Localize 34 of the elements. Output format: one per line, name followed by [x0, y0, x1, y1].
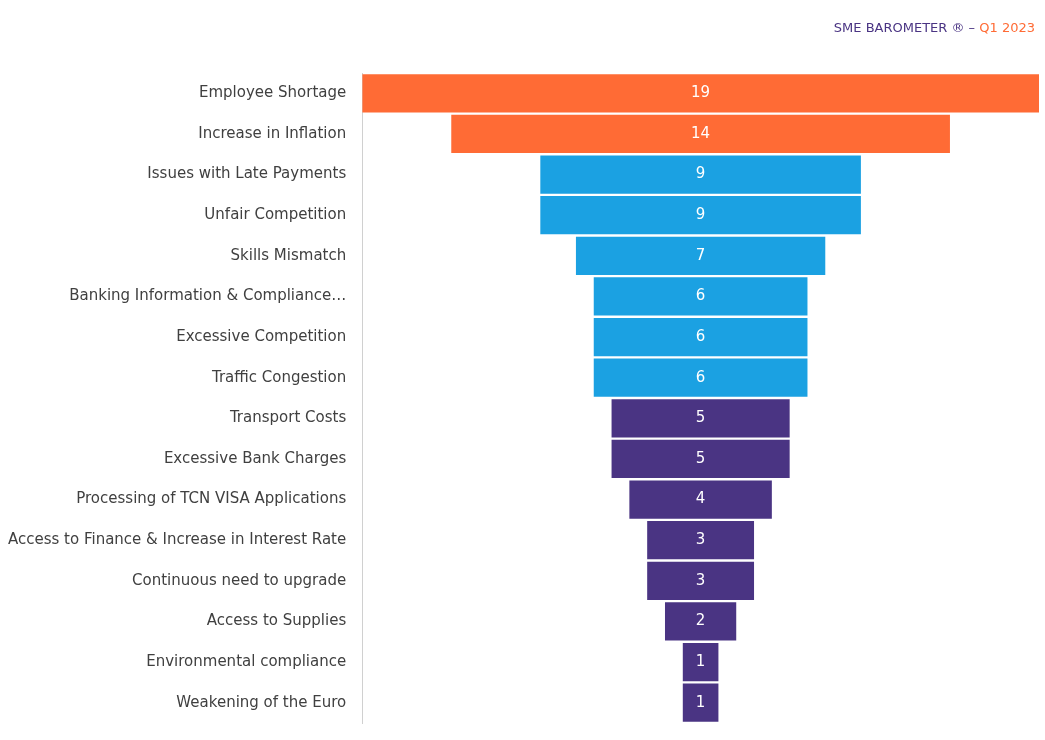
category-label: Processing of TCN VISA Applications [76, 489, 347, 508]
category-label: Environmental compliance [146, 651, 347, 670]
data-label: 14 [691, 123, 711, 142]
data-label: 5 [695, 408, 706, 427]
data-label: 4 [695, 489, 706, 508]
category-label: Unfair Competition [204, 205, 347, 224]
data-label: 5 [695, 448, 706, 467]
category-label: Banking Information & Compliance… [69, 286, 347, 305]
category-label: Excessive Bank Charges [163, 448, 347, 467]
category-label: Employee Shortage [198, 83, 347, 102]
category-label: Increase in Inflation [198, 123, 347, 142]
category-label: Weakening of the Euro [176, 692, 347, 711]
text: SME BAROMETER ® – [833, 20, 976, 35]
data-label: 2 [695, 611, 706, 630]
data-label: 9 [695, 164, 706, 183]
category-label: Continuous need to upgrade [131, 570, 347, 589]
category-label: Transport Costs [228, 408, 347, 427]
text: Q1 2023 [979, 20, 1035, 35]
category-label: Issues with Late Payments [147, 164, 347, 183]
data-label: 6 [695, 286, 706, 305]
data-label: 3 [695, 530, 706, 549]
data-label: 3 [695, 570, 706, 589]
category-label: Access to Supplies [206, 611, 347, 630]
data-label: 7 [695, 245, 706, 264]
category-label: Traffic Congestion [210, 367, 347, 386]
data-label: 19 [691, 83, 711, 102]
data-label: 9 [695, 205, 706, 224]
data-label: 1 [695, 692, 706, 711]
category-label: Skills Mismatch [230, 245, 347, 264]
data-label: 6 [695, 367, 706, 386]
category-label: Access to Finance & Increase in Interest Rate [8, 530, 347, 549]
data-label: 1 [695, 651, 706, 670]
data-label: 6 [695, 326, 706, 345]
category-label: Excessive Competition [176, 326, 347, 345]
